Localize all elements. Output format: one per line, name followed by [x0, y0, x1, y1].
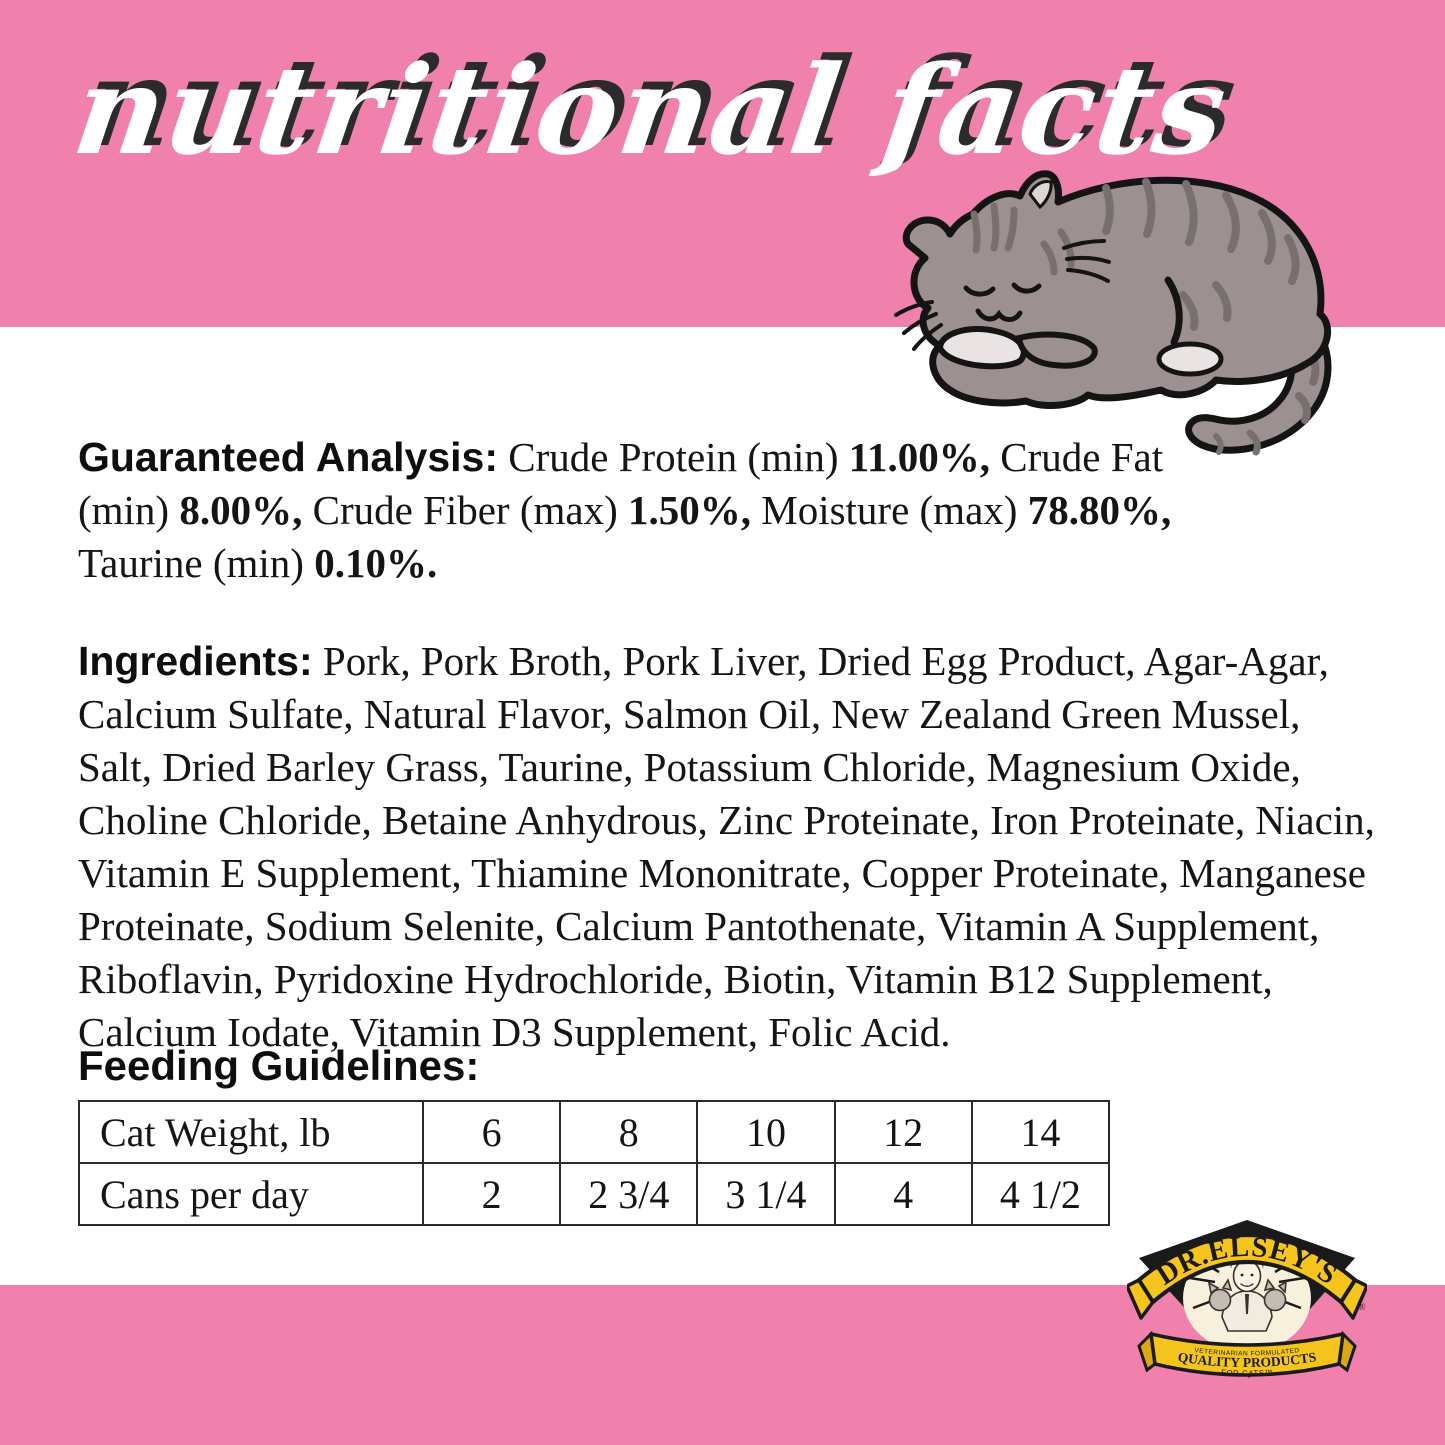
- logo-ribbon-main-text: QUALITY PRODUCTS: [1177, 1349, 1318, 1370]
- logo-ribbon-sub-text: FOR CATS™: [1221, 1368, 1273, 1378]
- cat-mouth: [975, 308, 1023, 322]
- cell-value: 8: [559, 1100, 699, 1164]
- svg-text:QUALITY PRODUCTS: QUALITY PRODUCTS: [1177, 1349, 1318, 1370]
- svg-text:VETERINARIAN FORMULATED: VETERINARIAN FORMULATED: [1194, 1347, 1300, 1357]
- ingredients: Ingredients: Pork, Pork Broth, Pork Live…: [78, 635, 1378, 1059]
- feeding-guidelines-heading: Feeding Guidelines:: [78, 1042, 480, 1089]
- cat-inner-ear: [1028, 180, 1053, 210]
- cell-value: 14: [970, 1100, 1111, 1164]
- cell-value: 10: [696, 1100, 836, 1164]
- cat-whiskers: [894, 239, 1111, 351]
- cell-value: 4: [833, 1162, 973, 1226]
- guaranteed-analysis-label: Guaranteed Analysis:: [78, 434, 499, 480]
- feeding-table-body: Cat Weight, lb 6 8 10 12 14 Cans per day 2 2 3/4…: [78, 1100, 1111, 1226]
- logo-cats-illustration: [1207, 1278, 1287, 1312]
- cell-value: 2 3/4: [559, 1162, 699, 1226]
- table-row: Cans per day 2 2 3/4 3 1/4 4 4 1/2: [78, 1162, 1111, 1226]
- cat-body-stripes: [1102, 178, 1300, 331]
- feeding-guidelines-table: Cat Weight, lb 6 8 10 12 14 Cans per day 2 2 3/4…: [78, 1100, 1111, 1226]
- cat-rear-paw: [1156, 341, 1224, 377]
- guaranteed-analysis-segments: Crude Protein (min) 11.00%, Crude Fat (m…: [78, 434, 1172, 586]
- cell-value: 3 1/4: [696, 1162, 836, 1226]
- row-label: Cat Weight, lb: [78, 1100, 424, 1164]
- cat-closed-eyes: [963, 282, 1042, 297]
- logo-ribbon: VETERINARIAN FORMULATED QUALITY PRODUCTS…: [1137, 1330, 1357, 1378]
- svg-text:FOR CATS™: FOR CATS™: [1221, 1368, 1274, 1378]
- cell-value: 4 1/2: [970, 1162, 1111, 1226]
- cell-value: 2: [421, 1162, 562, 1226]
- table-row: Cat Weight, lb 6 8 10 12 14: [78, 1100, 1111, 1164]
- ingredients-text: Pork, Pork Broth, Pork Liver, Dried Egg …: [78, 638, 1375, 1055]
- cat-front-paw: [1015, 331, 1098, 369]
- guaranteed-analysis: Guaranteed Analysis: Crude Protein (min)…: [78, 431, 1213, 590]
- dr-elseys-logo: DR.ELSEY'S ® VETERINARIAN FORMULATED QUA…: [1127, 1220, 1367, 1378]
- cat-front-paw-light: [936, 326, 1027, 370]
- cell-value: 12: [833, 1100, 973, 1164]
- row-label: Cans per day: [78, 1162, 424, 1226]
- sleeping-cat-illustration: [894, 170, 1332, 456]
- logo-registered-mark: ®: [1358, 1302, 1366, 1313]
- logo-ribbon-small-text: VETERINARIAN FORMULATED: [1194, 1347, 1300, 1357]
- cat-foreleg-line: [1164, 276, 1183, 346]
- cell-value: 6: [421, 1100, 562, 1164]
- ingredients-label: Ingredients:: [78, 638, 313, 684]
